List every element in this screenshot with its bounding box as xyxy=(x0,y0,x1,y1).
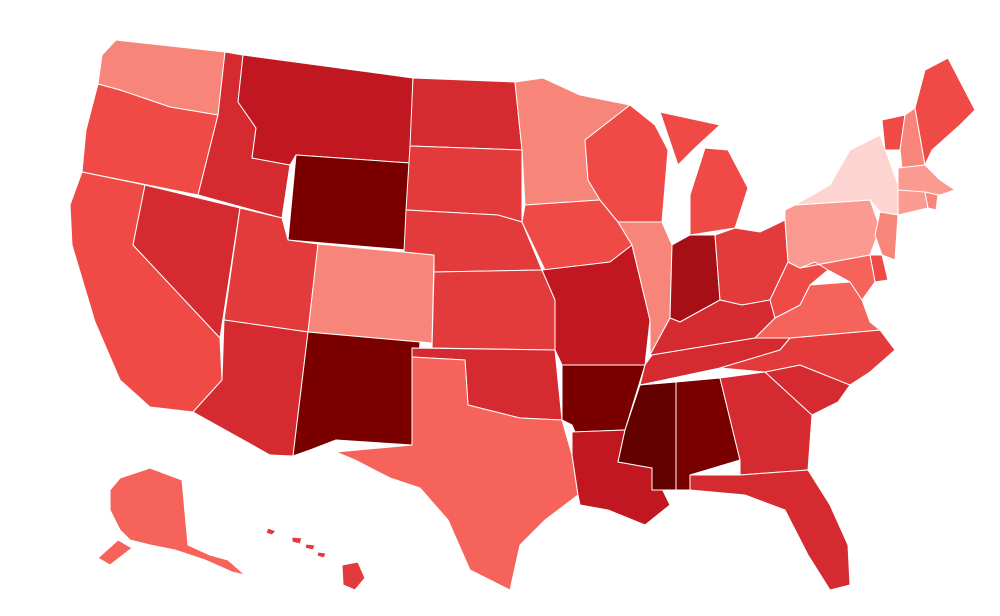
state-maryland xyxy=(799,254,876,301)
state-florida xyxy=(689,469,851,591)
state-colorado xyxy=(307,243,435,344)
state-michigan xyxy=(659,111,749,236)
state-north-carolina xyxy=(719,329,896,386)
state-new-mexico xyxy=(292,331,421,457)
state-wyoming xyxy=(287,154,411,251)
state-alaska xyxy=(97,467,246,576)
state-maine xyxy=(914,57,976,166)
state-nevada xyxy=(132,184,241,339)
states-layer xyxy=(69,39,976,591)
state-montana xyxy=(237,54,414,166)
state-texas xyxy=(335,356,579,591)
state-connecticut xyxy=(897,189,929,216)
state-north-dakota xyxy=(409,77,523,151)
state-hawaii xyxy=(265,527,366,591)
state-new-jersey xyxy=(874,211,899,261)
state-kansas xyxy=(431,269,556,351)
state-rhode-island xyxy=(924,191,939,211)
